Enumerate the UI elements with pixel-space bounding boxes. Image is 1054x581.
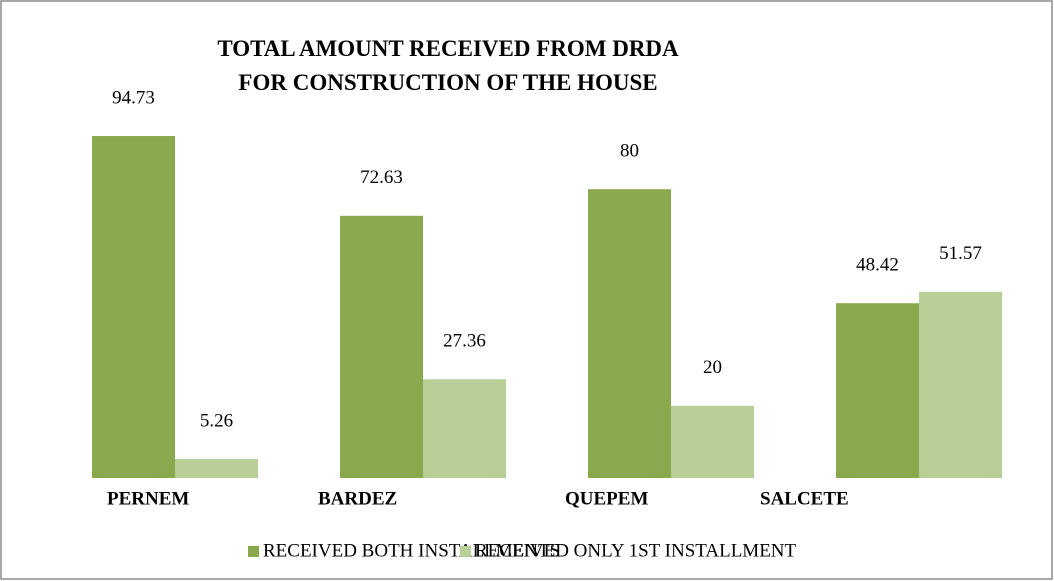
data-label: 51.57 — [939, 243, 982, 264]
bar — [175, 459, 258, 478]
data-label: 94.73 — [112, 87, 155, 108]
bar — [671, 405, 754, 478]
x-tick-label: SALCETE — [760, 488, 849, 509]
bar — [836, 303, 919, 478]
legend-swatch — [460, 546, 471, 557]
legend-label: RECEIVED BOTH INSTALLMENTS — [263, 540, 560, 561]
data-label: 80 — [620, 141, 639, 162]
bar — [588, 189, 671, 478]
data-label: 27.36 — [443, 331, 486, 352]
chart-title: TOTAL AMOUNT RECEIVED FROM DRDA FOR CONS… — [217, 36, 679, 95]
data-label: 20 — [703, 357, 722, 378]
bar — [919, 291, 1002, 478]
bar — [423, 379, 506, 478]
legend-label: RECEIVED ONLY 1ST INSTALLMENT — [475, 540, 797, 561]
x-tick-label: PERNEM — [107, 488, 189, 509]
x-tick-label: QUEPEM — [565, 488, 648, 509]
data-label: 48.42 — [856, 255, 899, 276]
data-label: 72.63 — [360, 167, 403, 188]
data-label: 5.26 — [200, 410, 233, 431]
bar — [340, 215, 423, 478]
legend-swatch — [248, 546, 259, 557]
x-tick-label: BARDEZ — [318, 488, 397, 509]
bar — [92, 136, 175, 478]
